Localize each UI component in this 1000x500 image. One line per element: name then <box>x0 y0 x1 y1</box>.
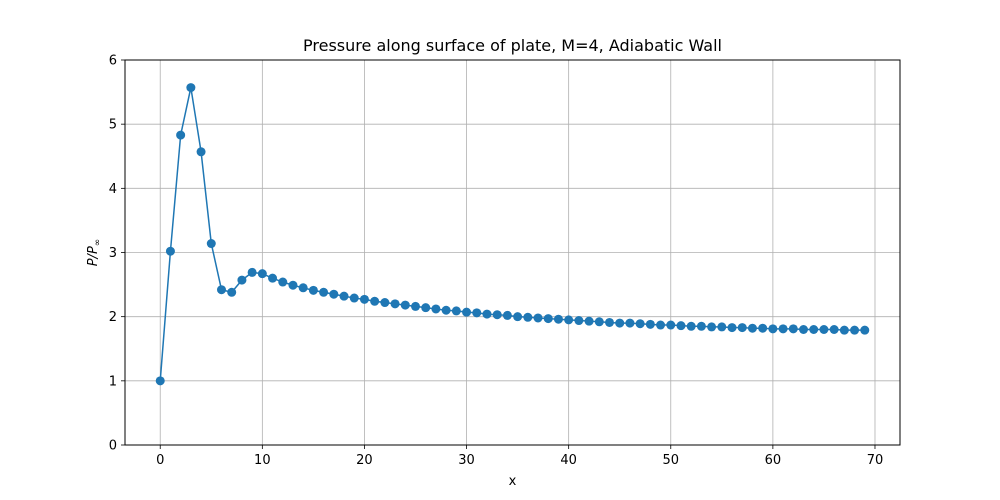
data-point <box>564 315 574 325</box>
data-point <box>666 320 676 330</box>
data-point <box>472 308 482 318</box>
data-point <box>227 287 237 297</box>
data-point <box>288 280 298 290</box>
y-tick-label: 0 <box>109 439 117 454</box>
data-point <box>400 300 410 310</box>
data-point <box>441 305 451 315</box>
grid <box>125 59 900 446</box>
data-points <box>155 83 870 386</box>
data-point <box>155 376 165 386</box>
y-axis-label-main: P/P <box>86 246 101 266</box>
data-point <box>635 319 645 329</box>
data-point <box>768 324 778 334</box>
data-point <box>594 317 604 327</box>
data-point <box>370 296 380 306</box>
data-point <box>656 320 666 330</box>
series-line <box>159 87 865 381</box>
y-tick-label: 4 <box>109 182 117 197</box>
x-tick-label: 10 <box>254 453 271 468</box>
x-tick-label: 20 <box>356 453 373 468</box>
data-point <box>278 277 288 287</box>
data-point <box>574 316 584 326</box>
data-point <box>860 325 870 335</box>
data-point <box>431 304 441 314</box>
data-point <box>349 293 359 303</box>
data-point <box>727 323 737 333</box>
y-tick-label: 3 <box>109 246 117 261</box>
data-point <box>605 317 615 327</box>
data-point <box>237 275 247 285</box>
data-point <box>533 313 543 323</box>
data-point <box>717 322 727 332</box>
x-tick-label: 70 <box>867 453 884 468</box>
data-point <box>410 301 420 311</box>
x-tick-label: 60 <box>765 453 782 468</box>
data-point <box>615 318 625 328</box>
data-point <box>839 325 849 335</box>
data-point <box>502 310 512 320</box>
data-point <box>584 316 594 326</box>
data-point <box>165 246 175 256</box>
data-point <box>707 322 717 332</box>
data-point <box>696 321 706 331</box>
data-point <box>625 318 635 328</box>
data-point <box>513 312 523 322</box>
data-point <box>196 147 206 157</box>
chart-title: Pressure along surface of plate, M=4, Ad… <box>303 36 722 55</box>
data-point <box>850 325 860 335</box>
data-point <box>308 285 318 295</box>
y-axis-label: P/P∞ <box>86 239 103 267</box>
data-point <box>758 323 768 333</box>
data-point <box>380 298 390 308</box>
data-point <box>686 321 696 331</box>
data-point <box>553 314 563 324</box>
data-point <box>451 306 461 316</box>
data-point <box>788 324 798 334</box>
x-tick-label: 30 <box>458 453 475 468</box>
data-point <box>482 309 492 319</box>
y-ticks: 0 1 2 3 4 5 6 <box>109 54 125 454</box>
data-point <box>676 321 686 331</box>
y-tick-label: 1 <box>109 374 117 389</box>
data-point <box>176 130 186 140</box>
data-point <box>819 325 829 334</box>
data-point <box>390 299 400 309</box>
x-tick-label: 0 <box>156 453 164 468</box>
data-point <box>737 323 747 333</box>
data-point <box>298 283 308 293</box>
data-point <box>319 287 329 297</box>
data-point <box>747 323 757 333</box>
y-tick-label: 5 <box>109 118 117 133</box>
y-axis-label-sub: ∞ <box>93 239 103 247</box>
data-point <box>329 289 339 299</box>
data-point <box>492 310 502 320</box>
data-point <box>359 294 369 304</box>
x-tick-label: 50 <box>662 453 679 468</box>
data-point <box>268 273 278 283</box>
data-point <box>809 325 819 334</box>
series-line-layer <box>159 87 865 381</box>
data-point <box>257 269 267 279</box>
data-point <box>421 303 431 313</box>
x-ticks: 0 10 20 30 40 50 60 70 <box>156 445 883 468</box>
y-tick-label: 2 <box>109 310 117 325</box>
data-point <box>543 314 553 324</box>
data-point <box>799 325 809 334</box>
data-point <box>829 325 839 334</box>
data-point <box>778 324 788 334</box>
data-point <box>247 267 257 277</box>
data-point <box>645 319 655 329</box>
data-point <box>206 239 216 249</box>
x-tick-label: 40 <box>560 453 577 468</box>
data-point <box>186 83 196 93</box>
data-point <box>216 285 226 295</box>
data-point <box>523 312 533 322</box>
x-axis-label: x <box>509 474 517 489</box>
data-point <box>339 291 349 301</box>
data-point <box>462 307 472 317</box>
y-tick-label: 6 <box>109 54 117 69</box>
